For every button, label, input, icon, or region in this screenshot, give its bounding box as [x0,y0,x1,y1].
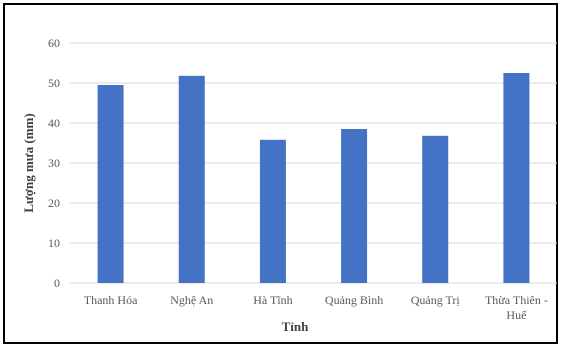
x-axis-title: Tỉnh [282,319,310,334]
bar [503,73,530,283]
x-tick-label: Huế [506,308,527,322]
bars [97,73,530,283]
y-tick-label: 50 [48,76,60,90]
x-tick-labels: Thanh Hóa Nghệ An Hà Tĩnh Quảng Bình Quảng T… [84,293,548,322]
bar [97,85,124,283]
x-tick-label: Quảng Trị [411,293,461,307]
y-tick-label: 10 [48,236,60,250]
x-tick-label: Nghệ An [170,293,213,307]
gridlines [70,42,557,284]
bar [259,139,286,283]
y-tick-label: 30 [48,156,60,170]
x-tick-label: Quảng Bình [325,293,383,307]
y-tick-label: 0 [54,276,60,290]
x-tick-label: Thanh Hóa [84,293,138,307]
y-tick-label: 40 [48,116,60,130]
y-axis-title: Lượng mưa (mm) [21,113,36,212]
x-tick-label: Hà Tĩnh [253,293,292,307]
x-tick-label: Thừa Thiên - [485,293,548,307]
y-tick-label: 60 [48,36,60,50]
y-tick-label: 20 [48,196,60,210]
y-tick-labels: 0 10 20 30 40 50 60 [48,36,60,290]
bar [341,129,368,283]
bar [178,75,205,283]
bar [422,135,449,283]
